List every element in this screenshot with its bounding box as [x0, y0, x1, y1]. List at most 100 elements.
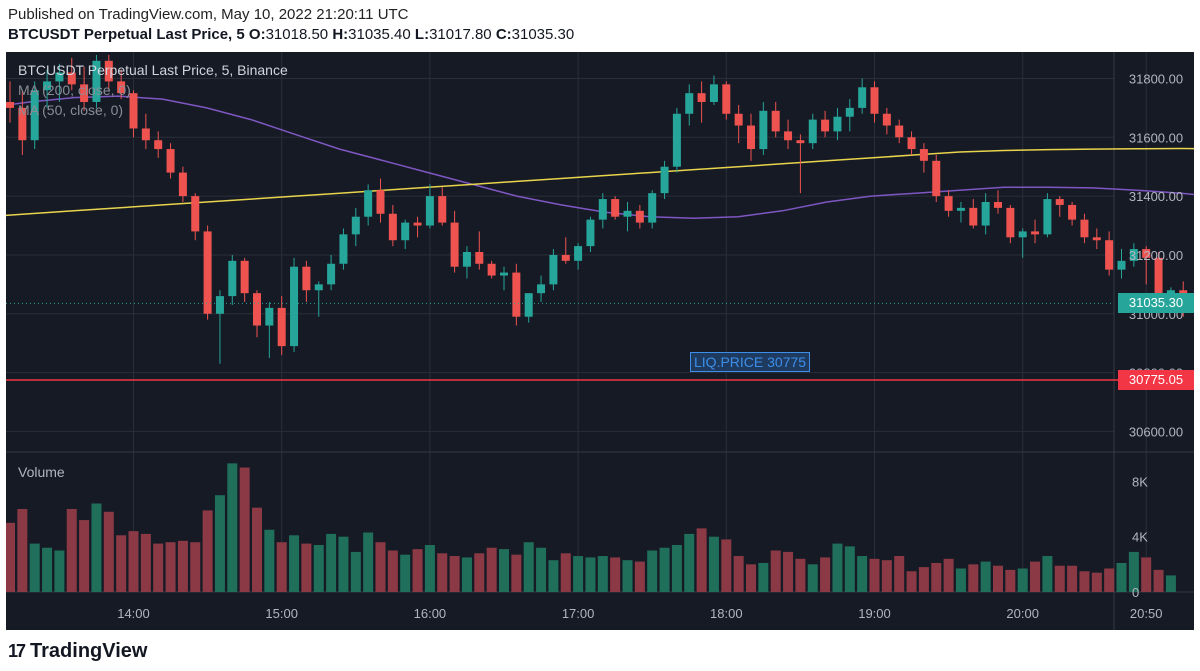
candle-body — [314, 284, 323, 291]
candle-body — [351, 216, 360, 235]
candle-body — [18, 107, 27, 141]
low-value: 31017.80 — [429, 26, 492, 43]
candle-body — [747, 125, 755, 150]
volume-bar — [585, 557, 596, 592]
ohlc-readout: BTCUSDT Perpetual Last Price, 5 O:31018.… — [8, 26, 574, 43]
volume-bar — [634, 561, 645, 592]
candle-body — [907, 137, 916, 150]
price-tick-label: 31200.00 — [1129, 248, 1183, 263]
candle-body — [240, 260, 249, 294]
candle-body — [462, 252, 471, 267]
candle-body — [981, 202, 990, 226]
header-bar: Published on TradingView.com, May 10, 20… — [0, 0, 1200, 50]
candle-body — [364, 190, 373, 217]
volume-bar — [1141, 557, 1152, 592]
candle-body — [821, 119, 830, 132]
volume-bar — [758, 562, 769, 592]
volume-label: Volume — [18, 464, 65, 480]
tradingview-logo[interactable]: 17 TradingView — [8, 640, 147, 663]
candle-body — [635, 210, 644, 223]
volume-bar — [190, 542, 201, 592]
tradingview-brand: TradingView — [30, 640, 148, 662]
candle-body — [487, 263, 496, 276]
candle-body — [1117, 260, 1126, 270]
candle-body — [586, 219, 595, 247]
candle-body — [43, 81, 52, 91]
candle-body — [376, 190, 385, 214]
volume-bar — [560, 553, 571, 592]
volume-bar — [412, 549, 423, 592]
candle-body — [1006, 207, 1015, 238]
volume-bar — [523, 542, 534, 592]
volume-bar — [1030, 561, 1041, 592]
candle-body — [956, 207, 965, 211]
candle-body — [141, 128, 150, 141]
volume-bar — [461, 557, 472, 592]
candle-body — [388, 213, 397, 241]
volume-bar — [338, 536, 349, 592]
volume-bar — [993, 565, 1003, 592]
candle-body — [413, 222, 422, 226]
time-tick-label: 15:00 — [265, 606, 298, 621]
volume-bar — [610, 557, 621, 592]
candle-body — [895, 125, 904, 138]
candle-body — [1031, 231, 1040, 235]
volume-bar — [6, 522, 15, 592]
volume-bar — [770, 550, 781, 592]
candle-body — [302, 266, 311, 291]
candle-body — [944, 196, 953, 211]
volume-bar — [1042, 556, 1053, 592]
volume-tick-label: 8K — [1132, 474, 1148, 489]
candle-body — [401, 222, 410, 241]
price-chart[interactable]: 30600.0030800.0031000.0031200.0031400.00… — [6, 52, 1194, 630]
volume-bar — [264, 529, 275, 592]
volume-bar — [499, 549, 509, 592]
volume-bar — [573, 556, 584, 592]
volume-bar — [1017, 568, 1028, 592]
candle-body — [623, 210, 632, 217]
candle-body — [265, 307, 274, 326]
volume-bar — [1128, 551, 1139, 592]
candle-body — [253, 293, 261, 326]
candle-body — [92, 60, 101, 102]
candle-body — [154, 140, 163, 150]
candle-body — [228, 260, 237, 297]
volume-bar — [684, 533, 695, 592]
price-tick-label: 31600.00 — [1129, 130, 1183, 145]
candle-body — [833, 116, 842, 132]
volume-bar — [1116, 562, 1127, 592]
candle-body — [784, 131, 793, 141]
volume-bar — [387, 550, 398, 592]
volume-bar — [881, 560, 892, 592]
candle-body — [215, 296, 224, 314]
volume-bar — [733, 556, 744, 592]
candle-body — [549, 254, 558, 285]
candle-body — [1018, 231, 1027, 238]
candle-body — [339, 234, 348, 264]
chart-panel[interactable]: 30600.0030800.0031000.0031200.0031400.00… — [6, 52, 1194, 630]
chart-legend: BTCUSDT Perpetual Last Price, 5, Binance… — [18, 60, 288, 120]
volume-bar — [869, 558, 880, 592]
volume-bar — [252, 507, 262, 592]
candle-body — [191, 196, 200, 232]
volume-bar — [1153, 569, 1164, 592]
published-text: Published on TradingView.com, May 10, 20… — [8, 6, 409, 23]
candle-body — [858, 87, 867, 108]
volume-bar — [671, 544, 682, 592]
candle-body — [1129, 249, 1138, 261]
volume-bar — [659, 547, 670, 592]
volume-bar — [1054, 565, 1065, 592]
open-value: 31018.50 — [265, 26, 329, 43]
volume-bar — [906, 571, 917, 592]
volume-bar — [622, 560, 633, 592]
volume-bar — [1067, 565, 1078, 592]
time-tick-label: 17:00 — [562, 606, 595, 621]
volume-bar — [746, 564, 756, 592]
volume-bar — [931, 562, 942, 592]
volume-tick-label: 4K — [1132, 530, 1148, 545]
volume-bar — [128, 531, 139, 592]
candle-body — [697, 93, 706, 102]
candle-body — [648, 193, 657, 223]
volume-bar — [54, 550, 65, 592]
candle-body — [722, 84, 731, 114]
